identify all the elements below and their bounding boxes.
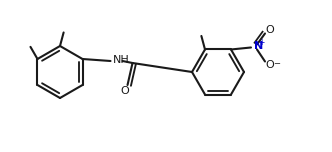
Text: O: O — [266, 26, 274, 35]
Text: O: O — [120, 86, 129, 96]
Text: NH: NH — [113, 55, 129, 65]
Text: +: + — [258, 38, 264, 47]
Text: N: N — [254, 41, 263, 52]
Text: O: O — [266, 60, 274, 71]
Text: −: − — [274, 59, 281, 68]
